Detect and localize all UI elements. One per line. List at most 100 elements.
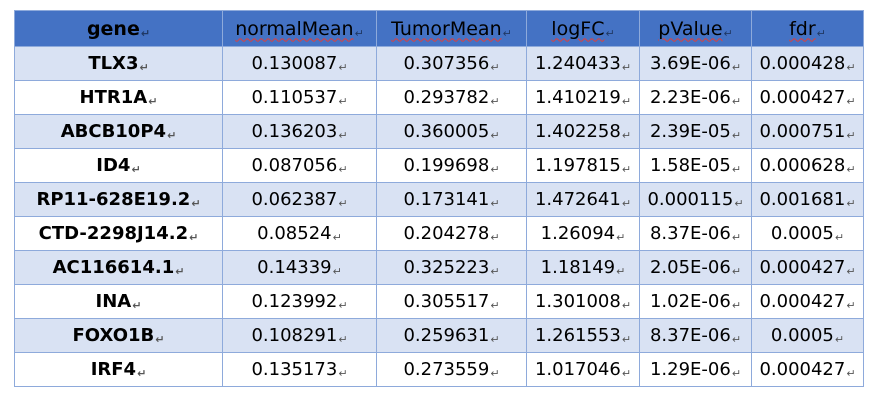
cell-gene[interactable]: RP11-628E19.2↵ (14, 182, 223, 217)
table-row: ABCB10P4↵ 0.136203↵ 0.360005↵ 1.402258↵ 2.39… (14, 114, 864, 149)
cell-gene[interactable]: INA↵ (14, 284, 223, 319)
paragraph-return-mark-icon: ↵ (621, 95, 632, 108)
cell-value: 0.000628 (759, 155, 846, 176)
cell-gene[interactable]: ID4↵ (14, 148, 223, 183)
cell-pvalue[interactable]: 1.58E-05↵ (639, 148, 752, 183)
cell-value: TLX3 (88, 53, 139, 74)
paragraph-return-mark-icon: ↵ (731, 163, 742, 176)
cell-gene[interactable]: FOXO1B↵ (14, 318, 223, 353)
paragraph-return-mark-icon: ↵ (731, 61, 742, 74)
cell-gene[interactable]: ABCB10P4↵ (14, 114, 223, 149)
cell-value: ABCB10P4 (60, 121, 167, 142)
cell-normal-mean[interactable]: 0.123992↵ (222, 284, 377, 319)
cell-value: 0.135173 (251, 359, 338, 380)
gene-expression-table: gene↵ normalMean↵ TumorMean↵ logFC↵ pVal… (14, 10, 864, 387)
cell-pvalue[interactable]: 3.69E-06↵ (639, 46, 752, 81)
cell-logfc[interactable]: 1.197815↵ (526, 148, 640, 183)
cell-tumor-mean[interactable]: 0.325223↵ (376, 250, 527, 285)
cell-value: 0.000115 (647, 189, 734, 210)
cell-fdr[interactable]: 0.000427↵ (751, 80, 864, 115)
cell-pvalue[interactable]: 2.39E-05↵ (639, 114, 752, 149)
paragraph-return-mark-icon: ↵ (490, 231, 500, 244)
paragraph-return-mark-icon: ↵ (621, 61, 632, 74)
cell-gene[interactable]: HTR1A↵ (14, 80, 223, 115)
header-label: TumorMean (391, 17, 502, 40)
cell-fdr[interactable]: 0.0005↵ (751, 216, 864, 251)
table-row: ID4↵ 0.087056↵ 0.199698↵ 1.197815↵ 1.58E-05↵… (14, 148, 864, 183)
cell-logfc[interactable]: 1.261553↵ (526, 318, 640, 353)
paragraph-return-mark-icon: ↵ (846, 95, 856, 108)
paragraph-return-mark-icon: ↵ (490, 265, 500, 278)
table-row: HTR1A↵ 0.110537↵ 0.293782↵ 1.410219↵ 2.23E-0… (14, 80, 864, 115)
cell-pvalue[interactable]: 2.05E-06↵ (639, 250, 752, 285)
cell-normal-mean[interactable]: 0.110537↵ (222, 80, 377, 115)
cell-tumor-mean[interactable]: 0.307356↵ (376, 46, 527, 81)
cell-gene[interactable]: CTD-2298J14.2↵ (14, 216, 223, 251)
cell-value: 1.26094 (540, 223, 616, 244)
cell-logfc[interactable]: 1.26094↵ (526, 216, 640, 251)
paragraph-return-mark-icon: ↵ (621, 333, 632, 346)
cell-logfc[interactable]: 1.017046↵ (526, 352, 640, 387)
cell-value: 0.000427 (759, 87, 846, 108)
cell-logfc[interactable]: 1.472641↵ (526, 182, 640, 217)
cell-fdr[interactable]: 0.000427↵ (751, 250, 864, 285)
header-label: gene (86, 17, 140, 40)
cell-pvalue[interactable]: 1.02E-06↵ (639, 284, 752, 319)
cell-tumor-mean[interactable]: 0.259631↵ (376, 318, 527, 353)
cell-logfc[interactable]: 1.240433↵ (526, 46, 640, 81)
cell-fdr[interactable]: 0.000427↵ (751, 352, 864, 387)
cell-gene[interactable]: AC116614.1↵ (14, 250, 223, 285)
cell-logfc[interactable]: 1.18149↵ (526, 250, 640, 285)
cell-fdr[interactable]: 0.000751↵ (751, 114, 864, 149)
cell-tumor-mean[interactable]: 0.204278↵ (376, 216, 527, 251)
cell-logfc[interactable]: 1.402258↵ (526, 114, 640, 149)
cell-value: CTD-2298J14.2 (38, 223, 189, 244)
cell-pvalue[interactable]: 0.000115↵ (639, 182, 752, 217)
cell-value: 1.18149 (540, 257, 616, 278)
cell-normal-mean[interactable]: 0.130087↵ (222, 46, 377, 81)
cell-pvalue[interactable]: 8.37E-06↵ (639, 216, 752, 251)
cell-fdr[interactable]: 0.000427↵ (751, 284, 864, 319)
cell-logfc[interactable]: 1.410219↵ (526, 80, 640, 115)
cell-tumor-mean[interactable]: 0.173141↵ (376, 182, 527, 217)
cell-gene[interactable]: TLX3↵ (14, 46, 223, 81)
cell-tumor-mean[interactable]: 0.293782↵ (376, 80, 527, 115)
paragraph-return-mark-icon: ↵ (846, 129, 856, 142)
cell-normal-mean[interactable]: 0.135173↵ (222, 352, 377, 387)
paragraph-return-mark-icon: ↵ (175, 265, 185, 278)
cell-gene[interactable]: IRF4↵ (14, 352, 223, 387)
cell-value: ID4 (96, 155, 131, 176)
cell-tumor-mean[interactable]: 0.360005↵ (376, 114, 527, 149)
cell-normal-mean[interactable]: 0.062387↵ (222, 182, 377, 217)
cell-normal-mean[interactable]: 0.136203↵ (222, 114, 377, 149)
cell-value: 1.197815 (534, 155, 621, 176)
paragraph-return-mark-icon: ↵ (731, 299, 742, 312)
cell-value: FOXO1B (72, 325, 155, 346)
paragraph-return-mark-icon: ↵ (191, 197, 201, 210)
paragraph-return-mark-icon: ↵ (605, 26, 615, 40)
paragraph-return-mark-icon: ↵ (338, 129, 348, 142)
cell-fdr[interactable]: 0.000628↵ (751, 148, 864, 183)
cell-normal-mean[interactable]: 0.08524↵ (222, 216, 377, 251)
cell-value: 0.000427 (759, 257, 846, 278)
cell-normal-mean[interactable]: 0.087056↵ (222, 148, 377, 183)
cell-normal-mean[interactable]: 0.14339↵ (222, 250, 377, 285)
cell-tumor-mean[interactable]: 0.305517↵ (376, 284, 527, 319)
paragraph-return-mark-icon: ↵ (338, 61, 348, 74)
table-row: IRF4↵ 0.135173↵ 0.273559↵ 1.017046↵ 1.29E-06… (14, 352, 864, 387)
cell-pvalue[interactable]: 8.37E-06↵ (639, 318, 752, 353)
cell-fdr[interactable]: 0.001681↵ (751, 182, 864, 217)
header-tumor-mean: TumorMean↵ (376, 10, 527, 47)
cell-normal-mean[interactable]: 0.108291↵ (222, 318, 377, 353)
paragraph-return-mark-icon: ↵ (621, 367, 632, 380)
cell-fdr[interactable]: 0.0005↵ (751, 318, 864, 353)
paragraph-return-mark-icon: ↵ (354, 26, 364, 40)
cell-fdr[interactable]: 0.000428↵ (751, 46, 864, 81)
cell-tumor-mean[interactable]: 0.273559↵ (376, 352, 527, 387)
cell-tumor-mean[interactable]: 0.199698↵ (376, 148, 527, 183)
header-pvalue: pValue↵ (639, 10, 752, 47)
cell-pvalue[interactable]: 2.23E-06↵ (639, 80, 752, 115)
cell-logfc[interactable]: 1.301008↵ (526, 284, 640, 319)
paragraph-return-mark-icon: ↵ (734, 197, 744, 210)
cell-pvalue[interactable]: 1.29E-06↵ (639, 352, 752, 387)
